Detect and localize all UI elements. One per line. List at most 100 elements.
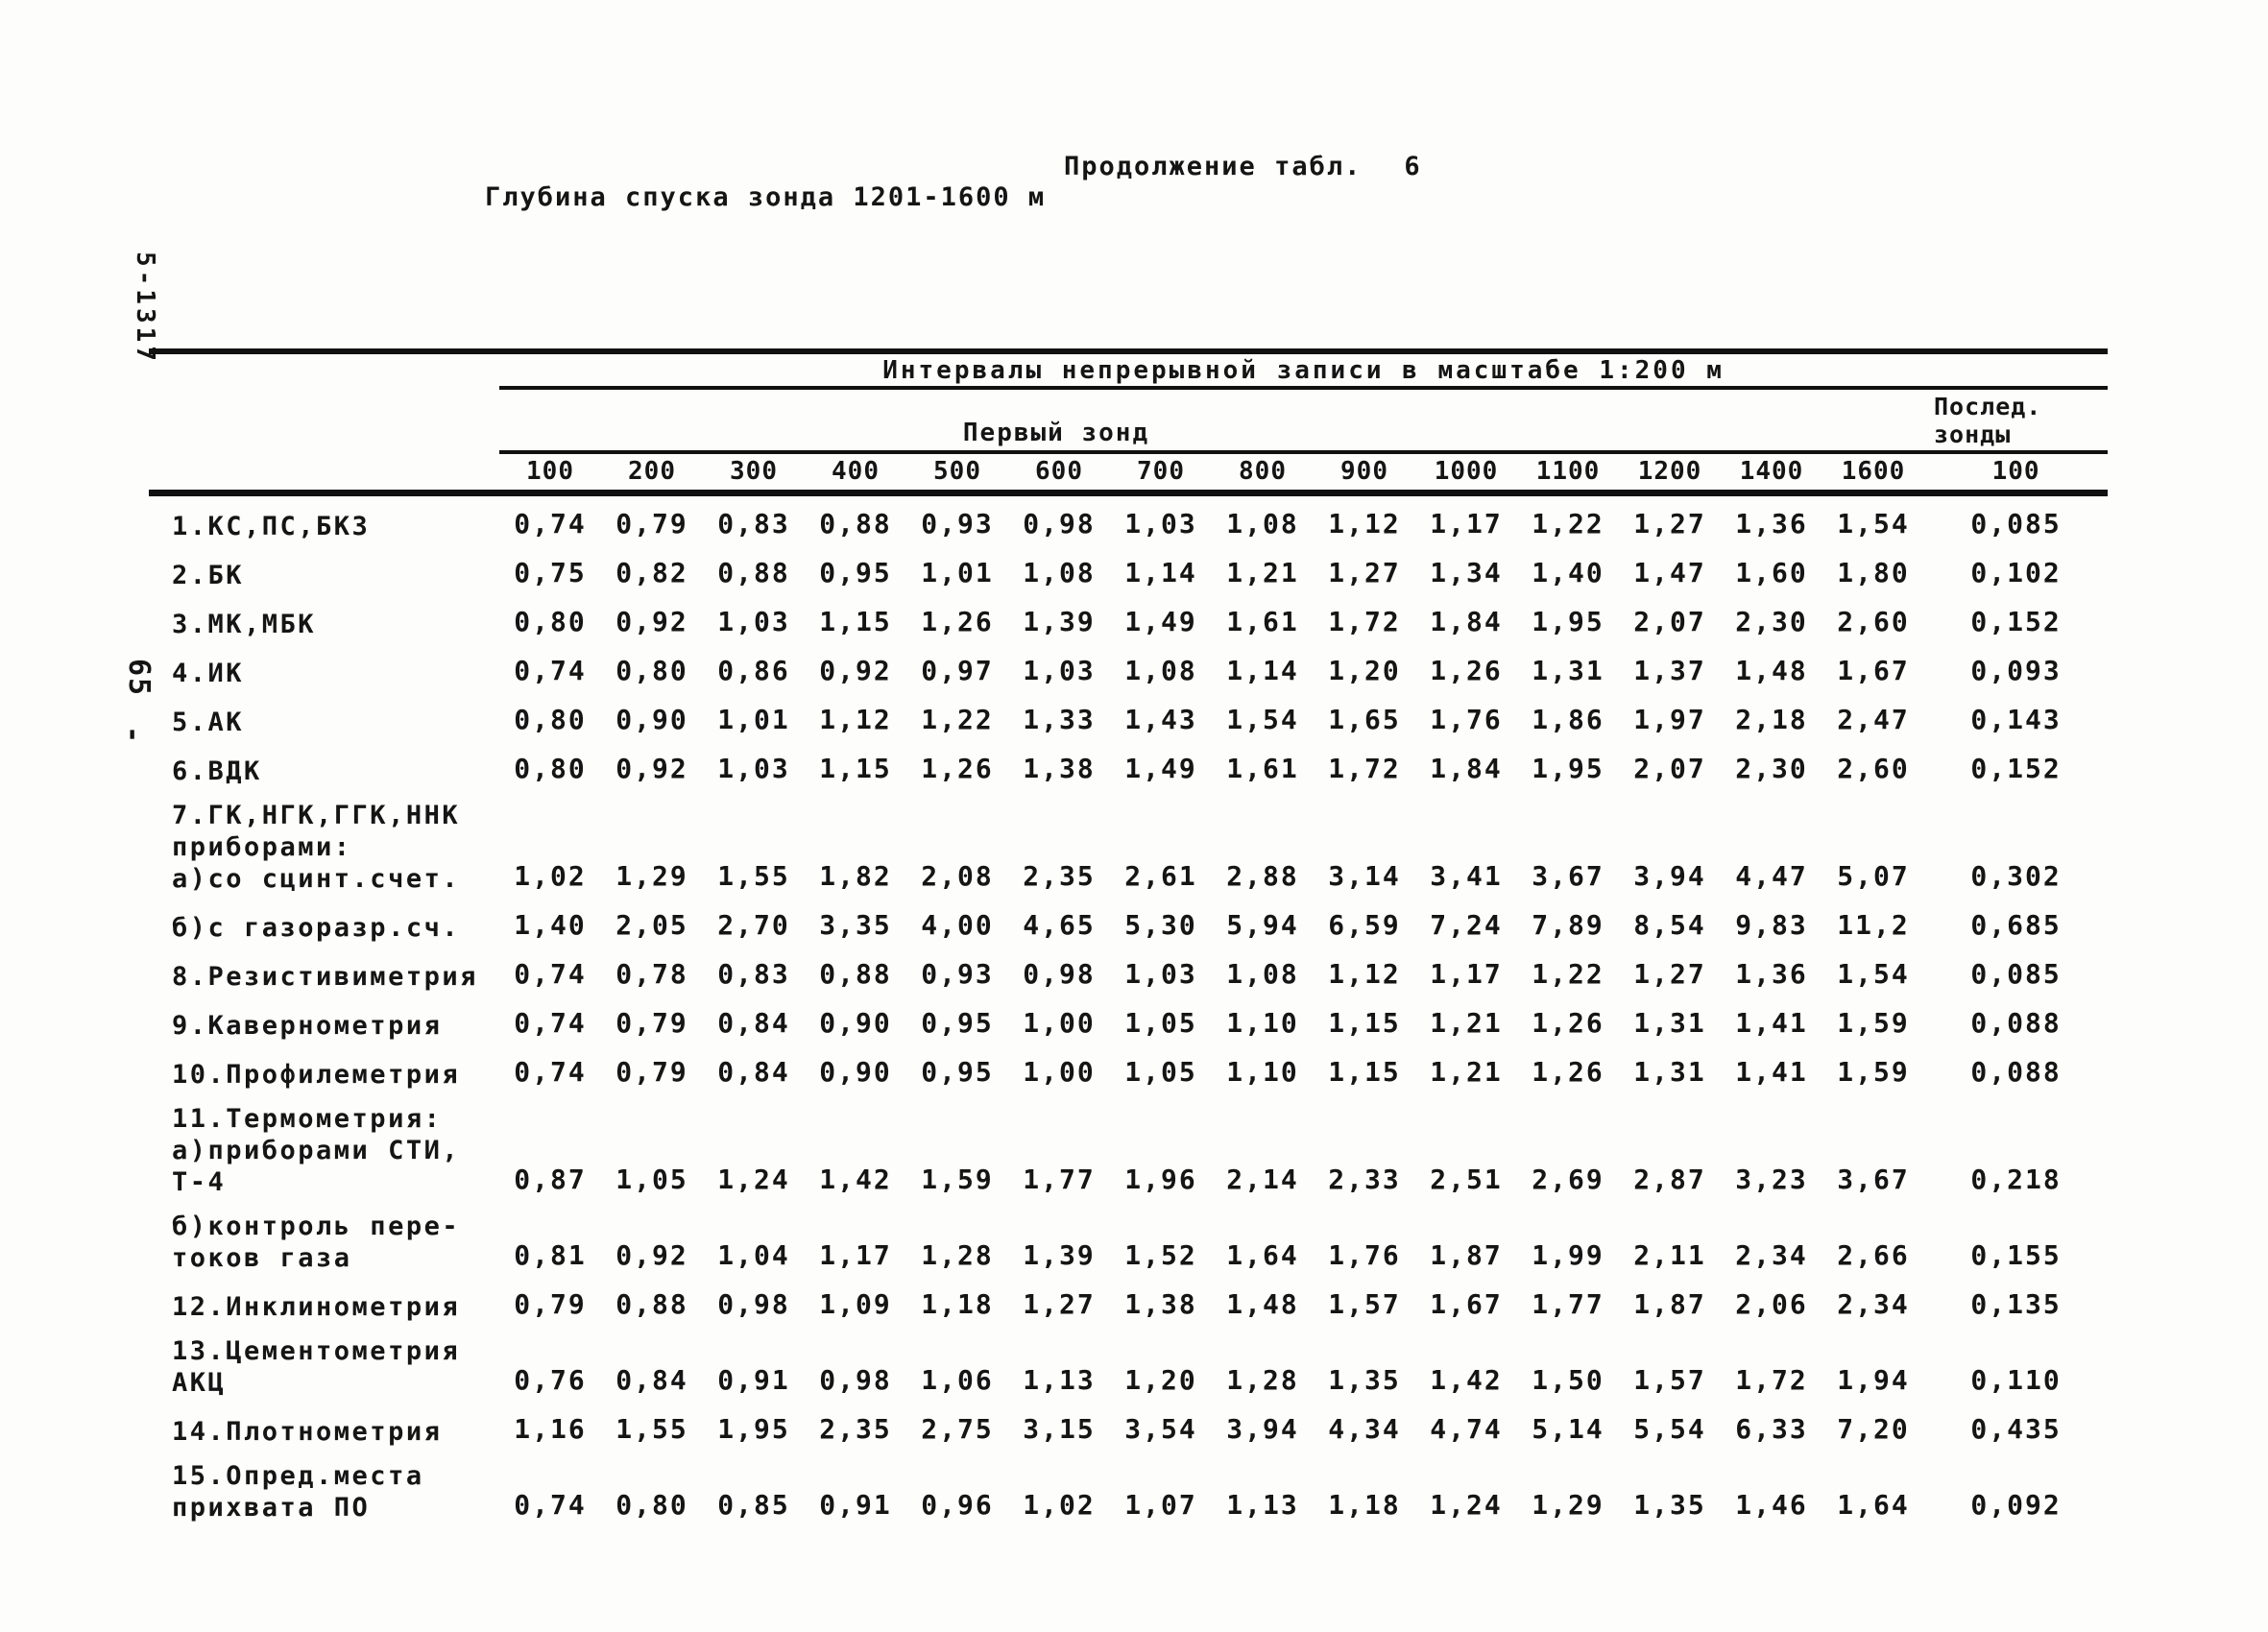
value-cell: 1,38 <box>1023 753 1096 784</box>
value-cell: 2,34 <box>1735 1239 1808 1271</box>
value-cell: 2,18 <box>1735 704 1808 735</box>
value-cell: 1,21 <box>1430 1056 1503 1088</box>
interval-column-header: 100 <box>499 452 601 496</box>
value-cell: 2,88 <box>1226 860 1299 892</box>
value-cell: 1,55 <box>717 860 790 892</box>
value-cell: 9,83 <box>1735 909 1808 941</box>
value-cell: 1,03 <box>1023 655 1096 686</box>
value-cell: 0,085 <box>1970 958 2062 990</box>
value-cell: 0,79 <box>615 508 688 540</box>
value-cell: 1,47 <box>1633 557 1706 588</box>
value-cell: 0,95 <box>819 557 892 588</box>
value-cell: 1,21 <box>1226 557 1299 588</box>
value-cell: 0,86 <box>717 655 790 686</box>
value-cell: 1,20 <box>1124 1364 1197 1396</box>
value-cell: 3,94 <box>1633 860 1706 892</box>
value-cell: 1,77 <box>1532 1288 1604 1320</box>
table-row: 13.Цементометрия АКЦ 0,76 0,84 0,91 0,98 1,06 1… <box>149 1326 2108 1402</box>
value-cell: 1,41 <box>1735 1007 1808 1039</box>
value-cell: 1,39 <box>1023 1239 1096 1271</box>
value-cell: 1,54 <box>1226 704 1299 735</box>
value-cell: 5,07 <box>1837 860 1910 892</box>
value-cell: 1,22 <box>921 704 994 735</box>
value-cell: 0,302 <box>1970 860 2062 892</box>
value-cell: 0,92 <box>615 1239 688 1271</box>
value-cell: 0,685 <box>1970 909 2062 941</box>
value-cell: 1,76 <box>1328 1239 1401 1271</box>
value-cell: 2,05 <box>615 909 688 941</box>
value-cell: 1,59 <box>1837 1056 1910 1088</box>
value-cell: 0,088 <box>1970 1007 2062 1039</box>
value-cell: 0,74 <box>514 655 587 686</box>
value-cell: 1,37 <box>1633 655 1706 686</box>
value-cell: 0,092 <box>1970 1489 2062 1521</box>
value-cell: 1,41 <box>1735 1056 1808 1088</box>
value-cell: 0,088 <box>1970 1056 2062 1088</box>
interval-column-header: 1400 <box>1721 452 1822 496</box>
value-cell: 4,74 <box>1430 1413 1503 1445</box>
value-cell: 2,70 <box>717 909 790 941</box>
value-cell: 0,95 <box>921 1007 994 1039</box>
value-cell: 1,13 <box>1023 1364 1096 1396</box>
value-cell: 1,03 <box>717 606 790 637</box>
value-cell: 0,81 <box>514 1239 587 1271</box>
value-cell: 1,07 <box>1124 1489 1197 1521</box>
interval-column-header: 400 <box>805 452 906 496</box>
value-cell: 1,95 <box>1532 606 1604 637</box>
value-cell: 0,85 <box>717 1489 790 1521</box>
value-cell: 1,20 <box>1328 655 1401 686</box>
value-cell: 1,46 <box>1735 1489 1808 1521</box>
interval-column-header: 800 <box>1212 452 1314 496</box>
value-cell: 0,135 <box>1970 1288 2062 1320</box>
value-cell: 3,35 <box>819 909 892 941</box>
value-cell: 1,82 <box>819 860 892 892</box>
value-cell: 0,87 <box>514 1164 587 1195</box>
value-cell: 1,59 <box>921 1164 994 1195</box>
value-cell: 1,86 <box>1532 704 1604 735</box>
value-cell: 2,34 <box>1837 1288 1910 1320</box>
value-cell: 1,42 <box>1430 1364 1503 1396</box>
value-cell: 1,04 <box>717 1239 790 1271</box>
value-cell: 0,88 <box>819 508 892 540</box>
value-cell: 1,84 <box>1430 753 1503 784</box>
row-label: б)контроль пере-токов газа <box>172 1212 461 1273</box>
value-cell: 0,98 <box>1023 958 1096 990</box>
table-header-row-scale: Интервалы непрерывной записи в масштабе … <box>149 348 2109 496</box>
value-cell: 1,08 <box>1226 508 1299 540</box>
value-cell: 1,50 <box>1532 1364 1604 1396</box>
row-label: 3.МК,МБК <box>172 610 317 639</box>
interval-column-header: 100 <box>1924 452 2109 496</box>
table-corner-cell <box>149 348 499 496</box>
value-cell: 1,26 <box>921 753 994 784</box>
last-probes-header: Послед. зонды <box>1924 388 2109 454</box>
value-cell: 1,28 <box>921 1239 994 1271</box>
value-cell: 1,84 <box>1430 606 1503 637</box>
value-cell: 0,93 <box>921 508 994 540</box>
value-cell: 0,152 <box>1970 606 2062 637</box>
value-cell: 0,79 <box>615 1056 688 1088</box>
table-row: 5.АК 0,80 0,90 1,01 1,12 1,22 1,33 1,43 1,54 1,65… <box>149 692 2108 741</box>
value-cell: 1,96 <box>1124 1164 1197 1195</box>
table-row: 10.Профилеметрия 0,74 0,79 0,84 0,90 0,95 1,00… <box>149 1044 2108 1093</box>
value-cell: 0,80 <box>615 1489 688 1521</box>
table-row: 2.БК 0,75 0,82 0,88 0,95 1,01 1,08 1,14 1,21 1,27… <box>149 545 2108 594</box>
value-cell: 1,17 <box>819 1239 892 1271</box>
value-cell: 1,35 <box>1328 1364 1401 1396</box>
last-probes-line2: зонды <box>1934 420 2012 448</box>
value-cell: 1,48 <box>1226 1288 1299 1320</box>
value-cell: 1,33 <box>1023 704 1096 735</box>
value-cell: 0,80 <box>615 655 688 686</box>
value-cell: 3,14 <box>1328 860 1401 892</box>
value-cell: 1,26 <box>1532 1056 1604 1088</box>
value-cell: 0,435 <box>1970 1413 2062 1445</box>
value-cell: 1,67 <box>1430 1288 1503 1320</box>
value-cell: 0,84 <box>615 1364 688 1396</box>
interval-column-header: 300 <box>703 452 805 496</box>
interval-column-header: 600 <box>1008 452 1110 496</box>
value-cell: 3,15 <box>1023 1413 1096 1445</box>
continuation-note: Продолжение табл. 6 <box>1064 152 1422 181</box>
value-cell: 1,87 <box>1633 1288 1706 1320</box>
value-cell: 1,99 <box>1532 1239 1604 1271</box>
value-cell: 2,87 <box>1633 1164 1706 1195</box>
value-cell: 1,12 <box>819 704 892 735</box>
